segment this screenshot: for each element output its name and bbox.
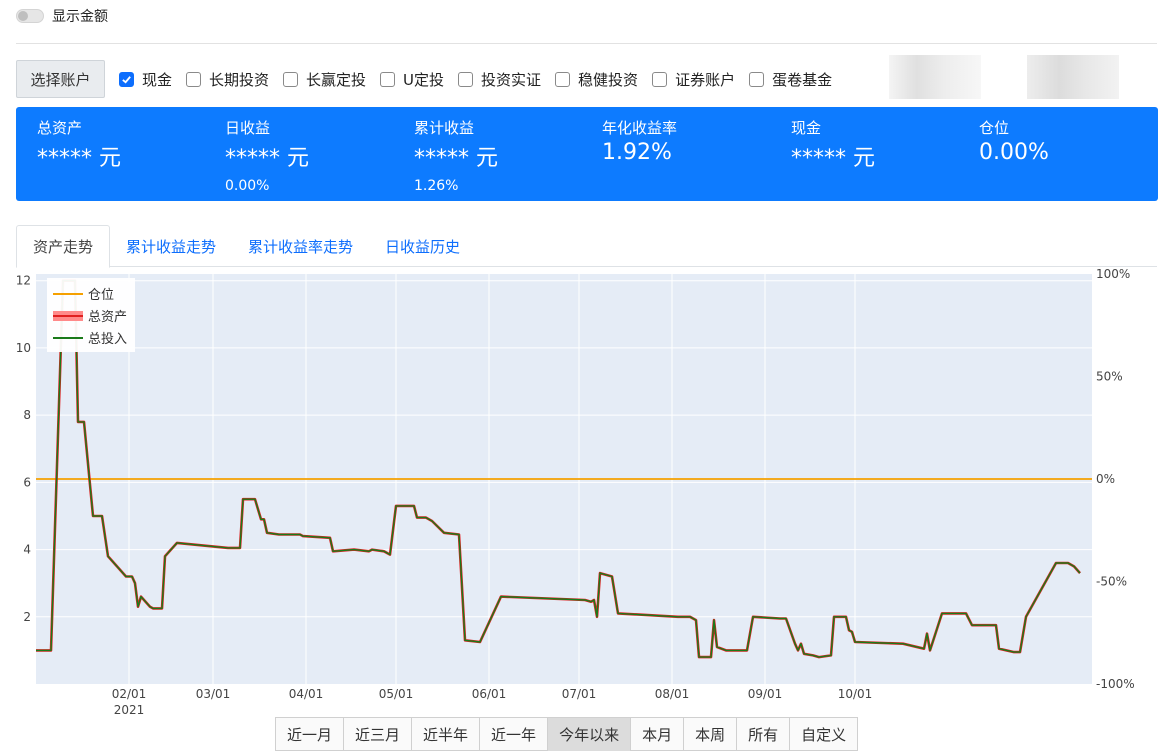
checkbox-unchecked[interactable] (555, 71, 571, 87)
stat-position: 仓位 0.00% (979, 117, 1049, 165)
x-tick-label: 05/01 (379, 687, 414, 701)
summary-panel: 总资产 ***** 元 日收益 ***** 元 0.00% 累计收益 *****… (16, 107, 1158, 201)
range-button[interactable]: 所有 (737, 718, 791, 751)
stat-sub: 0.00% (225, 178, 270, 194)
account-checkbox-item[interactable]: 长期投资 (186, 69, 269, 90)
select-account-button[interactable]: 选择账户 (16, 60, 105, 98)
x-tick-label: 04/01 (289, 687, 324, 701)
stat-value: 0.00% (979, 140, 1049, 165)
stat-annual-return: 年化收益率 1.92% (602, 117, 677, 165)
checkbox-unchecked[interactable] (186, 71, 202, 87)
stat-label: 日收益 (225, 119, 271, 137)
account-label: 现金 (142, 70, 173, 89)
blurred-account-2 (1027, 55, 1119, 99)
series-line-2 (36, 280, 1081, 658)
asset-trend-chart: 2 4 6 8 10 12 100% 50% 0% -50% -100% 02/01 2021 03/01… (0, 266, 1165, 718)
stat-label: 仓位 (979, 119, 1010, 137)
y-left-tick-label: 4 (23, 543, 31, 557)
x-tick-label: 07/01 (562, 687, 597, 701)
account-checkbox-item[interactable]: 蛋卷基金 (749, 69, 832, 90)
stat-total-assets: 总资产 ***** 元 (37, 117, 121, 172)
range-button[interactable]: 本周 (684, 718, 738, 751)
range-button[interactable]: 近半年 (412, 718, 481, 751)
y-left-tick-label: 12 (16, 274, 31, 288)
x-tick-label: 03/01 (196, 687, 231, 701)
account-select-row: 选择账户 现金 长期投资 长赢定投 U定投 投资实证 稳健投资 证券账户 蛋卷基金 (16, 60, 832, 98)
account-label: U定投 (403, 70, 445, 89)
range-button-group: 近一月 近三月 近半年 近一年 今年以来 本月 本周 所有 自定义 (275, 717, 859, 751)
account-checkbox-item[interactable]: 现金 (119, 69, 172, 90)
y-right-tick-label: -100% (1096, 677, 1135, 691)
stat-label: 累计收益 (414, 119, 475, 137)
legend-label: 总投入 (88, 331, 127, 347)
y-right-tick-label: 50% (1096, 370, 1123, 384)
blurred-account-1 (889, 55, 981, 99)
stat-cumulative-profit: 累计收益 ***** 元 1.26% (414, 117, 498, 194)
y-right-tick-label: 0% (1096, 472, 1115, 486)
account-label: 蛋卷基金 (772, 70, 833, 89)
stat-cash: 现金 ***** 元 (791, 117, 875, 172)
stat-label: 年化收益率 (602, 119, 678, 137)
account-checkbox-list: 现金 长期投资 长赢定投 U定投 投资实证 稳健投资 证券账户 蛋卷基金 (105, 69, 832, 90)
stat-daily-profit: 日收益 ***** 元 0.00% (225, 117, 309, 194)
checkbox-unchecked[interactable] (283, 71, 299, 87)
show-amount-switch[interactable] (16, 9, 44, 23)
divider (16, 43, 1157, 44)
checkbox-unchecked[interactable] (458, 71, 474, 87)
account-label: 证券账户 (675, 70, 736, 89)
checkbox-unchecked[interactable] (652, 71, 668, 87)
y-left-tick-label: 2 (23, 610, 31, 624)
stat-sub: 1.26% (414, 178, 459, 194)
range-button[interactable]: 近一月 (276, 718, 345, 751)
x-tick-label: 10/01 (838, 687, 873, 701)
stat-value: ***** 元 (225, 146, 309, 171)
account-label: 长赢定投 (306, 70, 367, 89)
checkbox-unchecked[interactable] (380, 71, 396, 87)
show-amount-label: 显示金额 (52, 9, 108, 25)
account-checkbox-item[interactable]: 长赢定投 (283, 69, 366, 90)
tab-item[interactable]: 资产走势 (16, 225, 111, 268)
switch-knob (18, 11, 28, 21)
range-button[interactable]: 本月 (631, 718, 685, 751)
x-tick-label: 06/01 (472, 687, 507, 701)
account-label: 稳健投资 (578, 70, 639, 89)
checkbox-checked[interactable] (119, 71, 134, 87)
y-left-tick-label: 8 (23, 408, 31, 422)
stat-value: ***** 元 (414, 146, 498, 171)
legend-label: 仓位 (88, 288, 114, 303)
stat-value: 1.92% (602, 140, 672, 165)
tab-item[interactable]: 日收益历史 (385, 237, 461, 256)
checkbox-unchecked[interactable] (749, 71, 765, 87)
chart-tabs: 资产走势 累计收益走势 累计收益率走势 日收益历史 (16, 225, 1157, 268)
x-tick-label: 02/01 (112, 687, 147, 701)
account-checkbox-item[interactable]: U定投 (380, 69, 444, 90)
account-checkbox-item[interactable]: 稳健投资 (555, 69, 638, 90)
stat-label: 现金 (791, 119, 822, 137)
range-button[interactable]: 近一年 (480, 718, 549, 751)
x-tick-label: 09/01 (748, 687, 783, 701)
tab-item[interactable]: 累计收益率走势 (248, 237, 354, 256)
account-label: 投资实证 (481, 70, 542, 89)
stat-value: ***** 元 (791, 146, 875, 171)
legend-label: 总资产 (88, 310, 127, 325)
x-tick-label: 08/01 (655, 687, 690, 701)
x-year-label: 2021 (114, 703, 145, 717)
range-button[interactable]: 今年以来 (548, 718, 632, 751)
y-right-tick-label: 100% (1096, 267, 1130, 281)
range-button[interactable]: 自定义 (801, 726, 847, 744)
account-checkbox-item[interactable]: 投资实证 (458, 69, 541, 90)
show-amount-toggle-row: 显示金额 (16, 4, 108, 28)
account-label: 长期投资 (209, 70, 270, 89)
stat-label: 总资产 (37, 119, 83, 137)
y-left-tick-label: 10 (16, 341, 31, 355)
account-checkbox-item[interactable]: 证券账户 (652, 69, 735, 90)
y-right-tick-label: -50% (1096, 575, 1127, 589)
tab-item[interactable]: 累计收益走势 (126, 237, 217, 256)
stat-value: ***** 元 (37, 146, 121, 171)
chart-svg: 2 4 6 8 10 12 100% 50% 0% -50% -100% 02/01 2021 03/01… (16, 267, 1135, 717)
range-button[interactable]: 近三月 (344, 718, 413, 751)
y-left-tick-label: 6 (23, 475, 31, 489)
